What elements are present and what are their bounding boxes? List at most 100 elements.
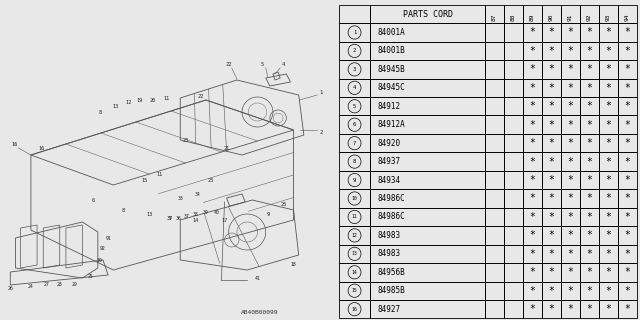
Text: *: * bbox=[605, 138, 611, 148]
Bar bbox=[599, 171, 618, 189]
Bar bbox=[542, 79, 561, 97]
Text: *: * bbox=[568, 194, 573, 204]
Text: 7: 7 bbox=[353, 141, 356, 146]
Text: 13: 13 bbox=[112, 105, 118, 109]
Bar bbox=[370, 116, 485, 134]
Bar bbox=[504, 134, 523, 152]
Text: *: * bbox=[529, 64, 535, 74]
Bar bbox=[561, 171, 580, 189]
Text: *: * bbox=[605, 83, 611, 93]
Text: 35: 35 bbox=[167, 215, 173, 220]
Bar bbox=[370, 263, 485, 282]
Text: 2: 2 bbox=[320, 130, 323, 134]
Text: *: * bbox=[605, 230, 611, 240]
Text: *: * bbox=[605, 267, 611, 277]
Text: *: * bbox=[586, 28, 593, 37]
Bar bbox=[561, 79, 580, 97]
Bar bbox=[580, 282, 599, 300]
Bar bbox=[542, 116, 561, 134]
Bar bbox=[523, 189, 542, 208]
Bar bbox=[580, 244, 599, 263]
Bar bbox=[580, 79, 599, 97]
Bar bbox=[523, 5, 542, 23]
Bar bbox=[370, 23, 485, 42]
Text: 9: 9 bbox=[266, 212, 269, 218]
Bar bbox=[542, 60, 561, 79]
Bar bbox=[370, 300, 485, 318]
Bar bbox=[599, 23, 618, 42]
Bar bbox=[542, 5, 561, 23]
Bar bbox=[618, 134, 637, 152]
Bar bbox=[504, 282, 523, 300]
Bar bbox=[485, 226, 504, 244]
Text: *: * bbox=[625, 138, 630, 148]
Text: 33: 33 bbox=[177, 196, 183, 201]
Bar bbox=[542, 189, 561, 208]
Bar bbox=[618, 116, 637, 134]
Bar bbox=[561, 282, 580, 300]
Bar bbox=[542, 42, 561, 60]
Bar bbox=[485, 116, 504, 134]
Bar bbox=[339, 42, 370, 60]
Text: *: * bbox=[625, 64, 630, 74]
Bar bbox=[370, 171, 485, 189]
Text: *: * bbox=[605, 101, 611, 111]
Bar bbox=[370, 42, 485, 60]
Text: 84983: 84983 bbox=[378, 231, 401, 240]
Bar bbox=[618, 152, 637, 171]
Text: *: * bbox=[568, 175, 573, 185]
Bar bbox=[370, 134, 485, 152]
Text: *: * bbox=[605, 304, 611, 314]
Text: 91: 91 bbox=[105, 236, 111, 241]
Text: *: * bbox=[568, 138, 573, 148]
Bar bbox=[618, 97, 637, 116]
Bar bbox=[504, 263, 523, 282]
Text: *: * bbox=[625, 286, 630, 296]
Text: 7: 7 bbox=[168, 215, 172, 220]
Text: 34: 34 bbox=[195, 193, 200, 197]
Text: 84986C: 84986C bbox=[378, 212, 406, 221]
Bar bbox=[561, 42, 580, 60]
Text: 84985B: 84985B bbox=[378, 286, 406, 295]
Text: *: * bbox=[586, 249, 593, 259]
Text: 21: 21 bbox=[223, 146, 230, 150]
Text: AB40B00099: AB40B00099 bbox=[241, 310, 278, 316]
Text: 84983: 84983 bbox=[378, 249, 401, 258]
Bar bbox=[599, 282, 618, 300]
Text: 84937: 84937 bbox=[378, 157, 401, 166]
Text: *: * bbox=[548, 64, 554, 74]
Bar bbox=[339, 5, 370, 23]
Text: *: * bbox=[605, 286, 611, 296]
Text: 4: 4 bbox=[282, 61, 285, 67]
Text: 23: 23 bbox=[208, 178, 214, 182]
Bar bbox=[561, 152, 580, 171]
Bar bbox=[485, 171, 504, 189]
Bar bbox=[339, 208, 370, 226]
Text: *: * bbox=[568, 304, 573, 314]
Text: 13: 13 bbox=[146, 212, 152, 218]
Text: *: * bbox=[568, 156, 573, 167]
Text: 94: 94 bbox=[625, 13, 630, 21]
Text: 24: 24 bbox=[28, 284, 34, 289]
Text: 16: 16 bbox=[352, 307, 357, 312]
Bar bbox=[523, 300, 542, 318]
Bar bbox=[580, 23, 599, 42]
Bar bbox=[504, 116, 523, 134]
Text: *: * bbox=[605, 64, 611, 74]
Bar bbox=[561, 208, 580, 226]
Text: *: * bbox=[529, 230, 535, 240]
Bar bbox=[339, 244, 370, 263]
Bar bbox=[618, 42, 637, 60]
Bar bbox=[599, 152, 618, 171]
Text: PARTS CORD: PARTS CORD bbox=[403, 10, 452, 19]
Bar bbox=[339, 116, 370, 134]
Bar bbox=[485, 42, 504, 60]
Text: 10: 10 bbox=[352, 196, 357, 201]
Bar bbox=[618, 5, 637, 23]
Bar bbox=[504, 171, 523, 189]
Text: *: * bbox=[625, 194, 630, 204]
Text: *: * bbox=[586, 304, 593, 314]
Text: 25: 25 bbox=[88, 275, 93, 279]
Bar bbox=[370, 244, 485, 263]
Bar bbox=[523, 60, 542, 79]
